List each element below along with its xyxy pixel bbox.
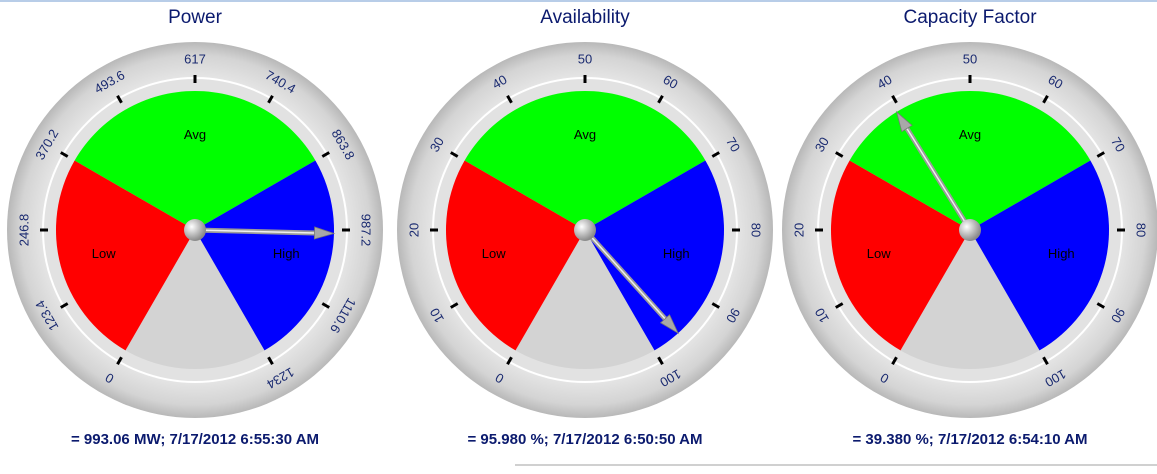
needle bbox=[582, 227, 680, 335]
tick-label: 617 bbox=[184, 51, 206, 66]
tick-mark bbox=[1096, 302, 1105, 309]
tick-label: 90 bbox=[723, 306, 743, 326]
tick-mark bbox=[835, 151, 844, 158]
tick-label: 40 bbox=[874, 72, 894, 92]
needle bbox=[895, 110, 973, 233]
tick-label: 20 bbox=[791, 223, 806, 237]
gauge-band bbox=[446, 160, 585, 351]
needle-head bbox=[659, 314, 680, 335]
readout: = 39.380 %; 7/17/2012 6:54:10 AM bbox=[852, 431, 1087, 448]
needle-head bbox=[895, 110, 913, 133]
tick-mark bbox=[267, 356, 274, 365]
readout: = 95.980 %; 7/17/2012 6:50:50 AM bbox=[467, 431, 702, 448]
tick-mark bbox=[891, 356, 898, 365]
tick-label: 60 bbox=[661, 72, 681, 92]
needle-head bbox=[313, 226, 336, 240]
gauge-band bbox=[464, 91, 706, 230]
tick-label: 40 bbox=[489, 72, 509, 92]
band-label: Low bbox=[92, 246, 116, 261]
tick-mark bbox=[116, 95, 123, 104]
band-label: Avg bbox=[574, 127, 596, 142]
tick-label: 70 bbox=[723, 134, 743, 154]
needle-hub bbox=[184, 219, 206, 241]
needle-highlight bbox=[584, 229, 666, 320]
gauge-title: Availability bbox=[540, 7, 630, 28]
tick-label: 90 bbox=[1108, 306, 1128, 326]
tick-label: 20 bbox=[406, 223, 421, 237]
gauge-band bbox=[970, 160, 1109, 351]
needle-hub bbox=[574, 219, 596, 241]
tick-label: 30 bbox=[427, 134, 447, 154]
tick-mark bbox=[267, 95, 274, 104]
tick-label: 246.8 bbox=[16, 214, 31, 247]
band-label: High bbox=[1048, 246, 1075, 261]
gauge-title: Power bbox=[168, 7, 223, 28]
tick-mark bbox=[1096, 151, 1105, 158]
readout: = 993.06 MW; 7/17/2012 6:55:30 AM bbox=[71, 431, 319, 448]
tick-label: 70 bbox=[1108, 134, 1128, 154]
tick-label: 50 bbox=[578, 51, 592, 66]
gauge-band bbox=[831, 160, 970, 351]
tick-mark bbox=[60, 302, 69, 309]
tick-mark bbox=[116, 356, 123, 365]
gauge-band bbox=[585, 160, 724, 351]
tick-mark bbox=[891, 95, 898, 104]
gauge: PowerLowAvgHigh0123.4246.8370.2493.66177… bbox=[7, 7, 383, 448]
tick-mark bbox=[321, 302, 330, 309]
band-label: High bbox=[663, 246, 690, 261]
needle-highlight bbox=[906, 128, 971, 231]
band-label: Avg bbox=[959, 127, 981, 142]
gauge-band bbox=[195, 160, 334, 351]
tick-label: 987.2 bbox=[359, 214, 374, 247]
tick-mark bbox=[60, 151, 69, 158]
tick-label: 60 bbox=[1046, 72, 1066, 92]
gauge-band bbox=[56, 160, 195, 351]
tick-mark bbox=[450, 302, 459, 309]
tick-label: 50 bbox=[963, 51, 977, 66]
band-label: Low bbox=[867, 246, 891, 261]
tick-label: 10 bbox=[812, 306, 832, 326]
tick-mark bbox=[321, 151, 330, 158]
band-label: Low bbox=[482, 246, 506, 261]
tick-label: 10 bbox=[427, 306, 447, 326]
tick-label: 30 bbox=[812, 134, 832, 154]
needle-hub bbox=[959, 219, 981, 241]
band-label: High bbox=[273, 246, 300, 261]
tick-mark bbox=[1042, 356, 1049, 365]
tick-mark bbox=[657, 356, 664, 365]
tick-mark bbox=[506, 356, 513, 365]
tick-mark bbox=[450, 151, 459, 158]
gauge-title: Capacity Factor bbox=[903, 7, 1037, 28]
band-label: Avg bbox=[184, 127, 206, 142]
needle bbox=[192, 226, 336, 240]
tick-mark bbox=[506, 95, 513, 104]
tick-mark bbox=[835, 302, 844, 309]
tick-mark bbox=[711, 302, 720, 309]
gauge: AvailabilityLowAvgHigh010203040506070809… bbox=[397, 7, 773, 448]
tick-mark bbox=[711, 151, 720, 158]
tick-label: 80 bbox=[749, 223, 764, 237]
needle-highlight bbox=[194, 229, 315, 234]
tick-label: 80 bbox=[1134, 223, 1149, 237]
tick-mark bbox=[1042, 95, 1049, 104]
tick-mark bbox=[657, 95, 664, 104]
gauge: Capacity FactorLowAvgHigh010203040506070… bbox=[782, 7, 1157, 448]
